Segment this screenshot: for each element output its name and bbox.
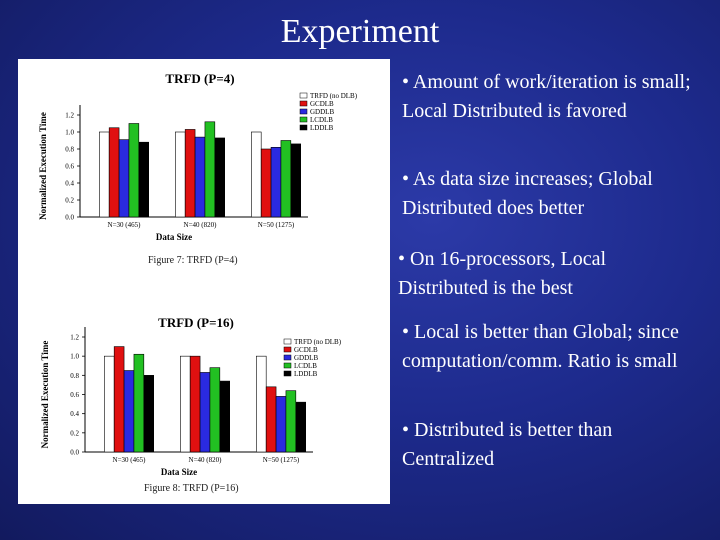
bar [189,355,201,453]
legend-entry: GCDLB [310,100,334,108]
bar [219,380,231,453]
chart-trfd-p16: TRFD (P=16) 0.0 0.2 0.4 0.6 0.8 1.0 1.2 Normaliz… [40,315,342,477]
bar [280,140,292,218]
legend-entry: GCDLB [294,346,318,354]
bar [265,386,277,453]
legend-entry: LCDLB [294,362,317,370]
legend-swatch [299,108,308,115]
x-tick-label: N=40 (820) [184,221,218,229]
bullet-item: • On 16-processors, Local Distributed is… [398,248,607,299]
bar [184,129,196,218]
y-tick-label: 0.4 [70,410,79,418]
legend-entry: LDDLB [294,370,318,378]
figure-panel: TRFD (P=4) 0.0 0.2 0.4 0.6 0.8 1.0 1.2 Normalize… [18,59,390,504]
bullet-item: • As data size increases; Global Distrib… [402,168,653,219]
chart-caption-p4: Figure 7: TRFD (P=4) [148,255,238,266]
y-tick-label: 0.8 [70,372,79,380]
bullet-item: • Distributed is better than Centralized [402,419,613,470]
bar [108,127,120,218]
legend-swatch [299,124,308,131]
legend-entry: GDDLB [294,354,318,362]
bar [290,143,302,218]
bar [113,346,125,453]
y-tick-label: 1.2 [70,334,79,342]
legend-entry: GDDLB [310,108,334,116]
bar [199,372,211,453]
bar [260,148,272,218]
y-tick-label: 0.6 [65,163,74,171]
chart-title: TRFD (P=4) [165,71,234,86]
bar [251,131,262,218]
bar [275,396,287,453]
legend-entry: LDDLB [310,124,334,132]
bar [180,355,191,453]
x-tick-label: N=50 (1275) [263,456,300,464]
y-tick-label: 0.6 [70,391,79,399]
bullet-item: • Amount of work/iteration is small; Loc… [402,71,691,122]
legend-swatch [299,100,308,107]
bar [99,131,110,218]
chart-caption-p16: Figure 8: TRFD (P=16) [144,483,239,494]
legend-swatch [283,362,292,369]
x-tick-label: N=40 (820) [189,456,223,464]
x-tick-label: N=30 (465) [113,456,147,464]
bar [128,123,140,218]
y-tick-label: 0.0 [65,214,74,222]
legend-swatch [283,370,292,377]
legend-swatch [283,354,292,361]
bar [285,390,297,453]
bar [209,367,221,453]
x-axis-label: Data Size [161,467,197,477]
y-tick-label: 1.0 [70,353,79,361]
bar [118,139,130,218]
legend-entry: LCDLB [310,116,333,124]
legend-swatch [299,116,308,123]
bar [123,370,135,453]
bar [214,137,226,218]
x-tick-label: N=50 (1275) [258,221,295,229]
bar [204,121,216,218]
y-tick-label: 0.4 [65,180,74,188]
bar [256,355,267,453]
bar [270,147,282,218]
bar [175,131,186,218]
x-tick-label: N=30 (465) [108,221,142,229]
legend-swatch [299,92,308,99]
bullet-item: • Local is better than Global; since com… [402,321,679,372]
bar [133,353,145,453]
y-tick-label: 0.2 [65,197,74,205]
chart-title: TRFD (P=16) [158,315,234,330]
bar [104,355,115,453]
legend-swatch [283,338,292,345]
y-tick-label: 1.2 [65,112,74,120]
bar [143,375,154,453]
x-axis-label: Data Size [156,232,192,242]
bar [295,401,307,453]
y-axis-label: Normalized Execution Time [38,112,48,220]
slide-title: Experiment [280,13,440,50]
y-tick-label: 0.0 [70,449,79,457]
bar [138,141,149,218]
bar [194,136,206,218]
chart-trfd-p4: TRFD (P=4) 0.0 0.2 0.4 0.6 0.8 1.0 1.2 Normalize… [38,71,358,242]
y-tick-label: 1.0 [65,129,74,137]
legend-entry: TRFD (no DLB) [294,338,342,346]
y-tick-label: 0.2 [70,429,79,437]
y-axis-label: Normalized Execution Time [40,341,50,449]
y-tick-label: 0.8 [65,146,74,154]
legend-swatch [283,346,292,353]
legend-entry: TRFD (no DLB) [310,92,358,100]
